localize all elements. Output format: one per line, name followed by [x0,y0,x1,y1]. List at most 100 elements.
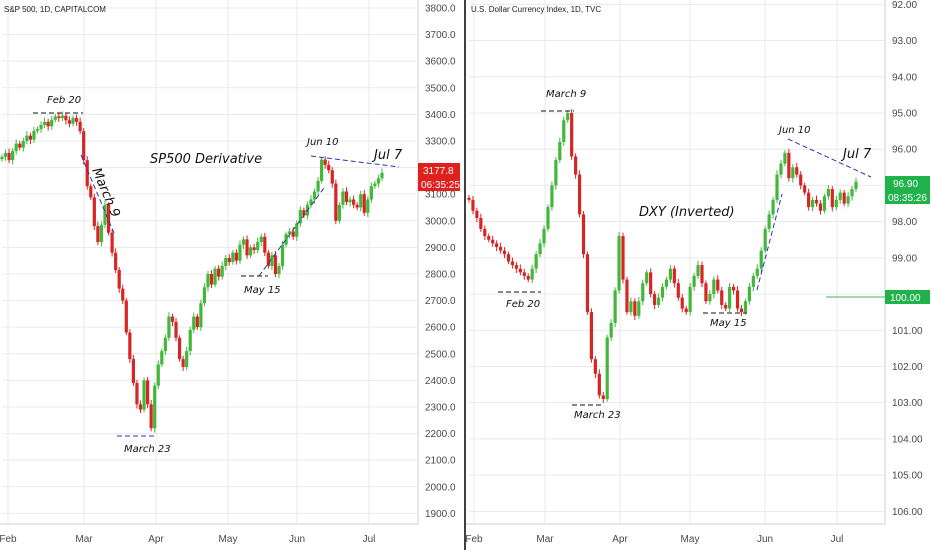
candle [597,369,601,399]
candle [660,283,665,302]
candle-body [46,121,50,127]
candle-body [227,258,231,262]
y-tick-label: 3100.0 [425,190,456,201]
candle [743,298,748,315]
candle-body [39,125,43,130]
x-tick-label: Jul [363,534,376,545]
candle [779,160,783,179]
candle-body [522,272,526,276]
candle [601,391,605,403]
candle-body [724,304,728,309]
candle [538,239,542,258]
candle-body [334,183,338,221]
candle [121,284,125,305]
candle [85,156,89,190]
candle-body [826,189,830,197]
candle [259,233,263,247]
candle-body [67,120,72,124]
left-label-feb20: Feb 20 [47,95,81,106]
candle-body [195,316,199,328]
candle-body [138,404,143,410]
candle-body [92,197,96,227]
candle [163,334,167,355]
candle-body [605,337,609,400]
left-label-march23: March 23 [124,444,171,455]
candle-body [700,265,704,284]
candle [359,190,363,212]
candle-body [181,359,185,368]
candle [716,275,720,294]
candle-body [767,214,771,229]
candle-body [735,290,740,309]
candle [74,114,79,126]
candle [838,189,842,204]
candle-body [830,189,834,208]
candle [71,115,75,127]
candle [751,272,755,292]
candle-body [57,116,61,119]
y-tick-label: 101.00 [892,326,923,337]
candle [708,290,712,305]
x-tick-label: Jul [831,534,844,545]
candle [755,264,759,279]
candle [231,250,235,265]
candle [506,251,511,265]
candle [621,232,625,284]
candle-body [755,268,759,276]
candle [188,326,192,356]
candle-body [295,223,299,237]
candle [656,293,661,308]
candle-body [288,231,292,235]
candle [814,195,819,207]
candle [570,109,574,160]
candle-body [731,286,736,291]
candle-body [21,140,25,148]
candle-body [348,199,352,203]
candle [320,156,324,184]
y-tick-label: 3300.0 [425,136,456,147]
candle-body [110,232,114,253]
y-tick-label: 96.00 [892,145,917,156]
candle [53,113,57,123]
candle-body [795,167,799,175]
left-annotation-title: SP500 Derivative [150,152,262,167]
candle-body [617,236,621,291]
candle-body [373,183,377,187]
candle-body [53,116,57,120]
candle [514,262,518,273]
candle [645,269,649,286]
candle-body [763,228,767,251]
candle [106,202,111,236]
candle-body [483,228,487,237]
x-tick-label: May [219,534,238,545]
candle-body [534,254,538,269]
candle-body [601,395,605,400]
candle-body [266,252,270,266]
candle [546,204,550,232]
candle [585,251,590,315]
candle [664,276,669,290]
candle [323,156,327,169]
right-countdown: 08:35:26 [888,193,927,204]
candle-body [629,301,633,313]
candle [270,251,274,270]
candle [181,355,185,371]
candle-body [312,191,317,200]
candle [25,131,29,145]
candle-body [284,234,288,245]
candle [14,139,18,155]
candle [298,206,302,227]
candle [834,195,838,211]
candle-body [672,268,676,284]
candle [263,232,267,257]
candle-body [613,290,617,324]
candle [245,235,249,259]
right-price-badge: 96.90 08:35:26 100.00 [885,176,930,304]
candle-body [728,286,732,309]
candle [103,200,107,229]
candle-body [475,210,479,219]
candle-body [135,383,139,405]
candle [854,177,858,193]
candle-body [593,359,597,374]
candle [149,400,153,432]
